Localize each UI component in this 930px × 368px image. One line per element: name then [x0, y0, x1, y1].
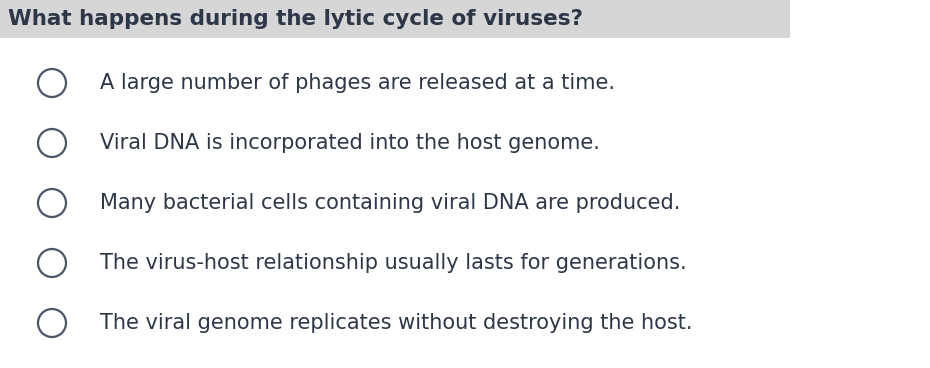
- Text: Viral DNA is incorporated into the host genome.: Viral DNA is incorporated into the host …: [100, 133, 600, 153]
- Text: A large number of phages are released at a time.: A large number of phages are released at…: [100, 73, 615, 93]
- Text: The viral genome replicates without destroying the host.: The viral genome replicates without dest…: [100, 313, 693, 333]
- Text: What happens during the lytic cycle of viruses?: What happens during the lytic cycle of v…: [8, 9, 583, 29]
- Text: The virus-host relationship usually lasts for generations.: The virus-host relationship usually last…: [100, 253, 686, 273]
- Bar: [0, 0, 790, 38]
- Text: Many bacterial cells containing viral DNA are produced.: Many bacterial cells containing viral DN…: [100, 193, 681, 213]
